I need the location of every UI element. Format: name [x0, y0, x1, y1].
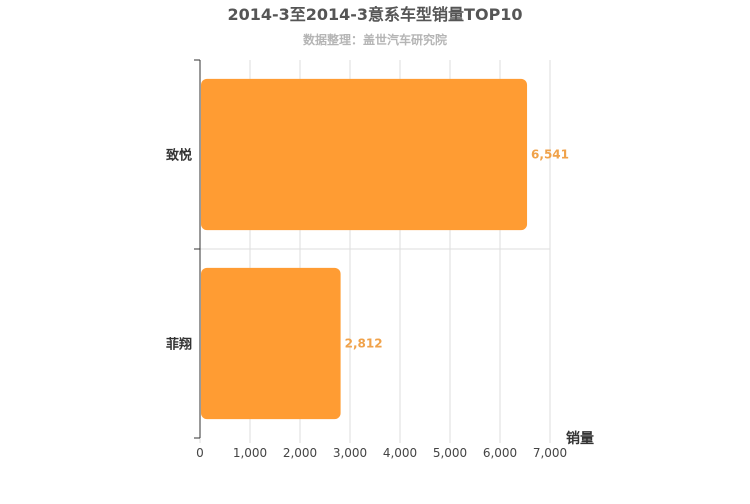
axes [194, 59, 551, 443]
category-label: 致悦 [166, 148, 192, 164]
labels: 0 1,000 2,000 3,000 4,000 5,000 6,000 7,000 致悦 6,… [166, 148, 569, 461]
data-label: 6,541 [531, 148, 569, 162]
data-label: 2,812 [345, 337, 383, 351]
bars [201, 78, 528, 420]
x-tick-label: 0 [196, 446, 204, 460]
x-tick-label: 1,000 [233, 446, 267, 460]
chart-title: 2014-3至2014-3意系车型销量TOP10 [227, 5, 522, 24]
x-tick-label: 5,000 [433, 446, 467, 460]
x-tick-label: 7,000 [533, 446, 567, 460]
x-tick-label: 6,000 [483, 446, 517, 460]
bar [201, 78, 528, 231]
x-tick-label: 4,000 [383, 446, 417, 460]
category-label: 菲翔 [166, 337, 192, 353]
bar [201, 267, 341, 420]
x-tick-label: 2,000 [283, 446, 317, 460]
x-axis-title: 销量 [566, 430, 594, 447]
x-tick-label: 3,000 [333, 446, 367, 460]
chart-subtitle: 数据整理：盖世汽车研究院 [303, 32, 447, 47]
